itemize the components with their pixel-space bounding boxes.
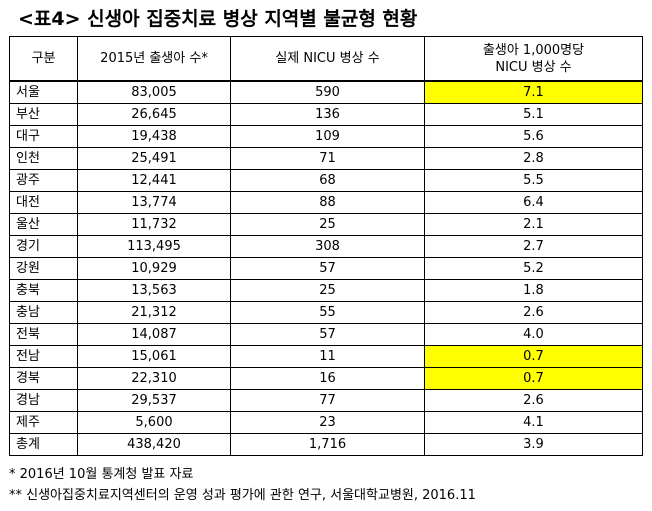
- region-cell: 광주: [9, 169, 78, 192]
- table-row: 충북 13,563 25 1.8: [9, 279, 643, 302]
- table-row: 강원 10,929 57 5.2: [9, 257, 643, 280]
- births-cell: 21,312: [77, 301, 231, 324]
- births-cell: 19,438: [77, 125, 231, 148]
- per1000-cell: 2.6: [424, 389, 643, 412]
- births-cell: 26,645: [77, 103, 231, 126]
- table-row: 충남 21,312 55 2.6: [9, 301, 643, 324]
- region-cell: 대전: [9, 191, 78, 214]
- beds-cell: 590: [230, 80, 425, 104]
- column-header-per1000: 출생아 1,000명당 NICU 병상 수: [424, 36, 643, 82]
- beds-cell: 57: [230, 257, 425, 280]
- region-cell: 강원: [9, 257, 78, 280]
- table-row: 대전 13,774 88 6.4: [9, 191, 643, 214]
- region-cell: 전남: [9, 345, 78, 368]
- nicu-beds-table: 구분 2015년 출생아 수* 실제 NICU 병상 수 출생아 1,000명당…: [9, 36, 643, 456]
- births-cell: 13,774: [77, 191, 231, 214]
- table-row: 제주 5,600 23 4.1: [9, 411, 643, 434]
- per1000-cell: 3.9: [424, 433, 643, 456]
- per1000-cell: 7.1: [424, 80, 643, 104]
- table-row: 광주 12,441 68 5.5: [9, 169, 643, 192]
- births-cell: 14,087: [77, 323, 231, 346]
- table-header-row: 구분 2015년 출생아 수* 실제 NICU 병상 수 출생아 1,000명당…: [9, 36, 643, 82]
- beds-cell: 55: [230, 301, 425, 324]
- table-row: 총계 438,420 1,716 3.9: [9, 433, 643, 456]
- table-row: 서울 83,005 590 7.1: [9, 80, 643, 104]
- table-row: 부산 26,645 136 5.1: [9, 103, 643, 126]
- region-cell: 충북: [9, 279, 78, 302]
- region-cell: 서울: [9, 80, 78, 104]
- births-cell: 13,563: [77, 279, 231, 302]
- per1000-cell: 2.8: [424, 147, 643, 170]
- column-header-beds: 실제 NICU 병상 수: [230, 36, 425, 82]
- region-cell: 울산: [9, 213, 78, 236]
- beds-cell: 25: [230, 279, 425, 302]
- region-cell: 전북: [9, 323, 78, 346]
- per1000-cell: 2.6: [424, 301, 643, 324]
- births-cell: 12,441: [77, 169, 231, 192]
- births-cell: 438,420: [77, 433, 231, 456]
- region-cell: 인천: [9, 147, 78, 170]
- births-cell: 29,537: [77, 389, 231, 412]
- region-cell: 경남: [9, 389, 78, 412]
- births-cell: 5,600: [77, 411, 231, 434]
- beds-cell: 11: [230, 345, 425, 368]
- births-cell: 11,732: [77, 213, 231, 236]
- births-cell: 113,495: [77, 235, 231, 258]
- per1000-cell: 4.0: [424, 323, 643, 346]
- per1000-cell: 4.1: [424, 411, 643, 434]
- column-header-per1000-line2: NICU 병상 수: [495, 59, 572, 75]
- footnote-2: ** 신생아집중치료지역센터의 운영 성과 평가에 관한 연구, 서울대학교병원…: [9, 488, 476, 503]
- births-cell: 25,491: [77, 147, 231, 170]
- table-row: 경기 113,495 308 2.7: [9, 235, 643, 258]
- per1000-cell: 5.2: [424, 257, 643, 280]
- beds-cell: 23: [230, 411, 425, 434]
- beds-cell: 71: [230, 147, 425, 170]
- per1000-cell: 0.7: [424, 367, 643, 390]
- births-cell: 83,005: [77, 80, 231, 104]
- table-row: 경남 29,537 77 2.6: [9, 389, 643, 412]
- table-row: 전남 15,061 11 0.7: [9, 345, 643, 368]
- region-cell: 충남: [9, 301, 78, 324]
- table-row: 전북 14,087 57 4.0: [9, 323, 643, 346]
- table-row: 인천 25,491 71 2.8: [9, 147, 643, 170]
- per1000-cell: 5.6: [424, 125, 643, 148]
- table-row: 대구 19,438 109 5.6: [9, 125, 643, 148]
- per1000-cell: 2.1: [424, 213, 643, 236]
- column-header-per1000-line1: 출생아 1,000명당: [482, 42, 585, 58]
- births-cell: 10,929: [77, 257, 231, 280]
- beds-cell: 308: [230, 235, 425, 258]
- table-caption: <표4> 신생아 집중치료 병상 지역별 불균형 현황: [18, 8, 418, 30]
- beds-cell: 68: [230, 169, 425, 192]
- region-cell: 부산: [9, 103, 78, 126]
- region-cell: 경기: [9, 235, 78, 258]
- beds-cell: 57: [230, 323, 425, 346]
- per1000-cell: 0.7: [424, 345, 643, 368]
- region-cell: 제주: [9, 411, 78, 434]
- region-cell: 총계: [9, 433, 78, 456]
- column-header-region: 구분: [9, 36, 78, 82]
- beds-cell: 88: [230, 191, 425, 214]
- column-header-births: 2015년 출생아 수*: [77, 36, 231, 82]
- region-cell: 대구: [9, 125, 78, 148]
- beds-cell: 16: [230, 367, 425, 390]
- per1000-cell: 2.7: [424, 235, 643, 258]
- table-row: 울산 11,732 25 2.1: [9, 213, 643, 236]
- births-cell: 15,061: [77, 345, 231, 368]
- footnotes: * 2016년 10월 통계청 발표 자료 ** 신생아집중치료지역센터의 운영…: [9, 464, 476, 506]
- beds-cell: 25: [230, 213, 425, 236]
- per1000-cell: 1.8: [424, 279, 643, 302]
- beds-cell: 109: [230, 125, 425, 148]
- beds-cell: 1,716: [230, 433, 425, 456]
- table-row: 경북 22,310 16 0.7: [9, 367, 643, 390]
- per1000-cell: 6.4: [424, 191, 643, 214]
- region-cell: 경북: [9, 367, 78, 390]
- per1000-cell: 5.1: [424, 103, 643, 126]
- beds-cell: 77: [230, 389, 425, 412]
- footnote-1: * 2016년 10월 통계청 발표 자료: [9, 467, 194, 482]
- births-cell: 22,310: [77, 367, 231, 390]
- beds-cell: 136: [230, 103, 425, 126]
- per1000-cell: 5.5: [424, 169, 643, 192]
